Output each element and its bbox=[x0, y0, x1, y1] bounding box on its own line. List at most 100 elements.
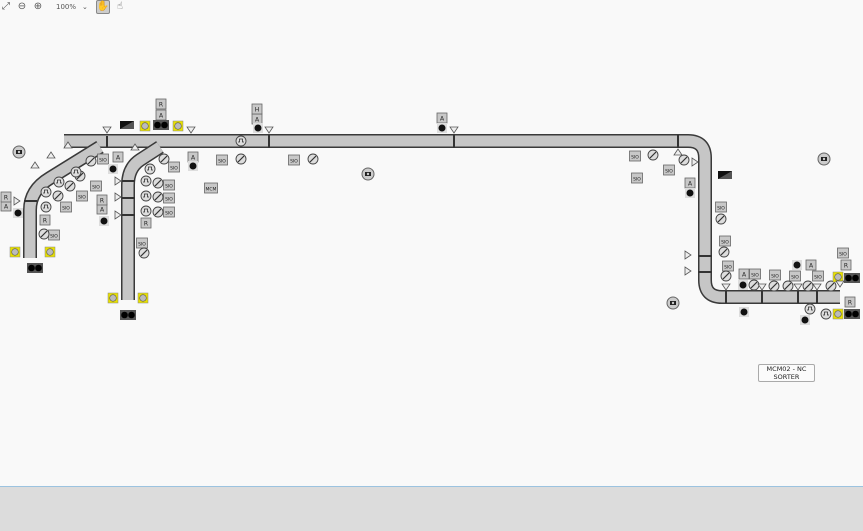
pulse-motor-icon[interactable] bbox=[53, 176, 65, 188]
pulse-motor-icon[interactable] bbox=[140, 175, 152, 187]
photo-eye-icon[interactable] bbox=[691, 157, 699, 167]
mcm-box[interactable]: MCM bbox=[204, 182, 218, 194]
double-light-icon[interactable] bbox=[27, 263, 43, 273]
camera-icon[interactable] bbox=[12, 145, 26, 159]
disconnect-icon[interactable] bbox=[825, 280, 837, 292]
double-light-icon[interactable] bbox=[153, 120, 169, 130]
sio-box[interactable]: SIO bbox=[663, 164, 675, 176]
r-box[interactable]: R bbox=[140, 217, 152, 229]
status-dot-icon[interactable] bbox=[738, 280, 748, 290]
disconnect-icon[interactable] bbox=[85, 155, 97, 167]
photo-eye-icon[interactable] bbox=[812, 283, 822, 291]
photo-eye-icon[interactable] bbox=[684, 250, 692, 260]
disconnect-icon[interactable] bbox=[38, 228, 50, 240]
sio-box[interactable]: SIO bbox=[163, 192, 175, 204]
photo-eye-icon[interactable] bbox=[114, 210, 122, 220]
photo-eye-icon[interactable] bbox=[63, 141, 73, 149]
photo-eye-icon[interactable] bbox=[264, 126, 274, 134]
a-box[interactable]: A bbox=[155, 109, 167, 121]
double-light-icon[interactable] bbox=[120, 310, 136, 320]
disconnect-icon[interactable] bbox=[52, 190, 64, 202]
status-dot-icon[interactable] bbox=[437, 123, 447, 133]
sio-box[interactable]: SIO bbox=[769, 269, 781, 281]
a-box[interactable]: A bbox=[112, 151, 124, 163]
status-dot-icon[interactable] bbox=[253, 123, 263, 133]
disconnect-icon[interactable] bbox=[307, 153, 319, 165]
disconnect-icon[interactable] bbox=[718, 246, 730, 258]
sio-box[interactable]: SIO bbox=[163, 206, 175, 218]
a-box[interactable]: A bbox=[436, 112, 448, 124]
a-box[interactable]: A bbox=[187, 151, 199, 163]
conveyor-2[interactable] bbox=[23, 141, 104, 258]
panel-icon[interactable] bbox=[120, 121, 134, 129]
photo-eye-icon[interactable] bbox=[46, 151, 56, 159]
beacon-icon[interactable] bbox=[137, 292, 149, 304]
disconnect-icon[interactable] bbox=[782, 280, 794, 292]
sio-box[interactable]: SIO bbox=[90, 180, 102, 192]
status-dot-icon[interactable] bbox=[108, 164, 118, 174]
disconnect-icon[interactable] bbox=[802, 280, 814, 292]
status-dot-icon[interactable] bbox=[792, 260, 802, 270]
beacon-icon[interactable] bbox=[832, 271, 844, 283]
photo-eye-icon[interactable] bbox=[13, 196, 21, 206]
disconnect-icon[interactable] bbox=[235, 153, 247, 165]
pointer-hand-icon[interactable]: ☝ bbox=[116, 1, 123, 12]
sio-box[interactable]: SIO bbox=[60, 201, 72, 213]
conveyor-3[interactable] bbox=[121, 141, 164, 300]
sio-box[interactable]: SIO bbox=[97, 153, 109, 165]
photo-eye-icon[interactable] bbox=[835, 280, 845, 288]
h-box[interactable]: H bbox=[251, 103, 263, 115]
sio-box[interactable]: SIO bbox=[216, 154, 228, 166]
area-label[interactable]: MCM02 - NC SORTER bbox=[758, 364, 815, 382]
r-box[interactable]: R bbox=[39, 214, 51, 226]
r-box[interactable]: R bbox=[0, 191, 12, 203]
disconnect-icon[interactable] bbox=[152, 206, 164, 218]
pulse-motor-icon[interactable] bbox=[235, 135, 247, 147]
pulse-motor-icon[interactable] bbox=[804, 303, 816, 315]
status-dot-icon[interactable] bbox=[800, 315, 810, 325]
sio-box[interactable]: SIO bbox=[837, 247, 849, 259]
double-light-icon[interactable] bbox=[844, 273, 860, 283]
disconnect-icon[interactable] bbox=[152, 191, 164, 203]
disconnect-icon[interactable] bbox=[152, 177, 164, 189]
disconnect-icon[interactable] bbox=[678, 154, 690, 166]
panel-icon[interactable] bbox=[718, 171, 732, 179]
beacon-icon[interactable] bbox=[44, 246, 56, 258]
sio-box[interactable]: SIO bbox=[789, 270, 801, 282]
pulse-motor-icon[interactable] bbox=[820, 308, 832, 320]
pulse-motor-icon[interactable] bbox=[144, 163, 156, 175]
photo-eye-icon[interactable] bbox=[793, 283, 803, 291]
sio-box[interactable]: SIO bbox=[719, 235, 731, 247]
disconnect-icon[interactable] bbox=[748, 279, 760, 291]
beacon-icon[interactable] bbox=[832, 308, 844, 320]
disconnect-icon[interactable] bbox=[158, 153, 170, 165]
sio-box[interactable]: SIO bbox=[812, 270, 824, 282]
conveyor-1[interactable] bbox=[64, 134, 840, 304]
beacon-icon[interactable] bbox=[9, 246, 21, 258]
disconnect-icon[interactable] bbox=[715, 213, 727, 225]
photo-eye-icon[interactable] bbox=[114, 192, 122, 202]
camera-icon[interactable] bbox=[666, 296, 680, 310]
camera-icon[interactable] bbox=[361, 167, 375, 181]
fit-screen-icon[interactable]: ⤢ bbox=[2, 1, 10, 12]
sio-box[interactable]: SIO bbox=[163, 179, 175, 191]
photo-eye-icon[interactable] bbox=[102, 126, 112, 134]
sio-box[interactable]: SIO bbox=[136, 237, 148, 249]
photo-eye-icon[interactable] bbox=[186, 126, 196, 134]
camera-icon[interactable] bbox=[817, 152, 831, 166]
sio-box[interactable]: SIO bbox=[715, 201, 727, 213]
disconnect-icon[interactable] bbox=[720, 270, 732, 282]
sio-box[interactable]: SIO bbox=[288, 154, 300, 166]
disconnect-icon[interactable] bbox=[64, 180, 76, 192]
r-box[interactable]: R bbox=[840, 259, 852, 271]
pulse-motor-icon[interactable] bbox=[40, 201, 52, 213]
disconnect-icon[interactable] bbox=[138, 247, 150, 259]
a-box[interactable]: A bbox=[805, 259, 817, 271]
a-box[interactable]: A bbox=[0, 200, 12, 212]
sio-box[interactable]: SIO bbox=[631, 172, 643, 184]
pulse-motor-icon[interactable] bbox=[40, 186, 52, 198]
pan-hand-icon[interactable]: ✋ bbox=[95, 0, 110, 14]
sio-box[interactable]: SIO bbox=[48, 229, 60, 241]
a-box[interactable]: A bbox=[251, 113, 263, 125]
status-dot-icon[interactable] bbox=[188, 161, 198, 171]
